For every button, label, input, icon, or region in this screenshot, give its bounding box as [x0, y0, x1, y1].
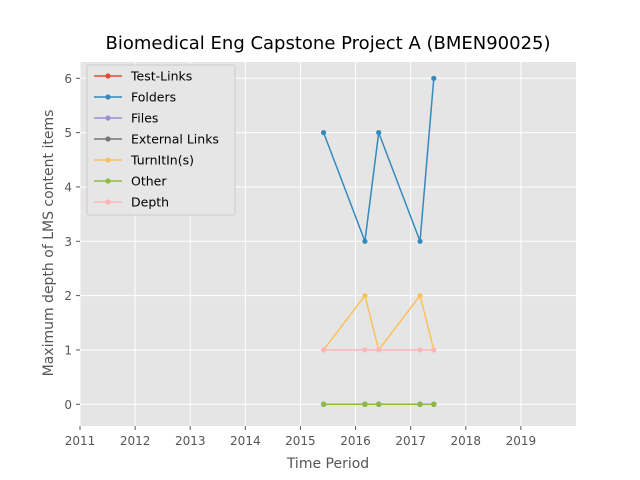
- x-tick-label: 2011: [65, 434, 96, 448]
- series-layer: [320, 75, 437, 407]
- data-point-turnitin-s: [417, 293, 423, 299]
- data-point-folders: [417, 238, 423, 244]
- series-folders: [320, 75, 437, 244]
- legend-swatch-marker: [105, 178, 111, 184]
- legend-label: Depth: [131, 195, 169, 210]
- y-tick-label: 6: [64, 72, 72, 86]
- data-point-folders: [362, 238, 368, 244]
- legend-swatch-marker: [105, 157, 111, 163]
- legend-item: Folders: [94, 90, 176, 105]
- data-point-folders: [431, 75, 437, 81]
- legend-swatch-marker: [105, 136, 111, 142]
- series-depth: [320, 347, 437, 353]
- x-tick-label: 2019: [506, 434, 537, 448]
- x-tick-label: 2014: [230, 434, 261, 448]
- legend-label: Folders: [131, 90, 176, 105]
- legend-swatch-marker: [105, 115, 111, 121]
- y-tick-label: 2: [64, 289, 72, 303]
- series-other: [320, 401, 437, 407]
- chart-title: Biomedical Eng Capstone Project A (BMEN9…: [105, 33, 550, 54]
- x-tick-label: 2013: [175, 434, 206, 448]
- legend-swatch-marker: [105, 73, 111, 79]
- data-point-other: [431, 401, 437, 407]
- y-axis-ticks: 0 1 2 3 4 5 6: [64, 72, 80, 412]
- data-point-depth: [320, 347, 327, 353]
- data-point-turnitin-s: [362, 293, 368, 299]
- data-point-depth: [362, 347, 368, 353]
- data-point-depth: [417, 347, 423, 353]
- y-axis-label: Maximum depth of LMS content items: [41, 110, 57, 377]
- x-tick-label: 2015: [285, 434, 316, 448]
- legend-label: Other: [131, 174, 167, 189]
- legend-swatch-marker: [105, 199, 111, 205]
- data-point-other: [362, 401, 368, 407]
- data-point-folders: [320, 130, 327, 136]
- legend-box: [86, 64, 236, 216]
- legend-label: Test-Links: [130, 69, 192, 84]
- y-tick-label: 0: [64, 398, 72, 412]
- y-tick-label: 4: [64, 180, 72, 194]
- x-tick-label: 2018: [451, 434, 482, 448]
- y-tick-label: 3: [64, 235, 72, 249]
- x-axis-ticks: 2011 2012 2013 2014 2015 2016 2017 2018 2019: [65, 426, 536, 448]
- data-point-depth: [431, 347, 437, 353]
- legend-item: TurnItIn(s): [94, 153, 194, 168]
- legend-item: Depth: [94, 195, 169, 210]
- legend-item: External Links: [94, 132, 219, 147]
- x-tick-label: 2017: [395, 434, 426, 448]
- legend-item: Other: [94, 174, 167, 189]
- legend-label: External Links: [131, 132, 219, 147]
- data-point-folders: [376, 130, 382, 136]
- x-axis-label: Time Period: [286, 456, 369, 472]
- data-point-other: [320, 401, 327, 407]
- legend-item: Test-Links: [94, 69, 192, 84]
- y-tick-label: 5: [64, 126, 72, 140]
- legend: Test-Links Folders Files External Links Turn…: [86, 64, 236, 216]
- legend-label: TurnItIn(s): [130, 153, 194, 168]
- data-point-depth: [376, 347, 382, 353]
- y-tick-label: 1: [64, 343, 72, 357]
- data-point-other: [417, 401, 423, 407]
- legend-label: Files: [131, 111, 158, 126]
- legend-item: Files: [94, 111, 158, 126]
- x-tick-label: 2012: [120, 434, 151, 448]
- data-point-other: [376, 401, 382, 407]
- x-tick-label: 2016: [340, 434, 371, 448]
- legend-swatch-marker: [105, 94, 111, 100]
